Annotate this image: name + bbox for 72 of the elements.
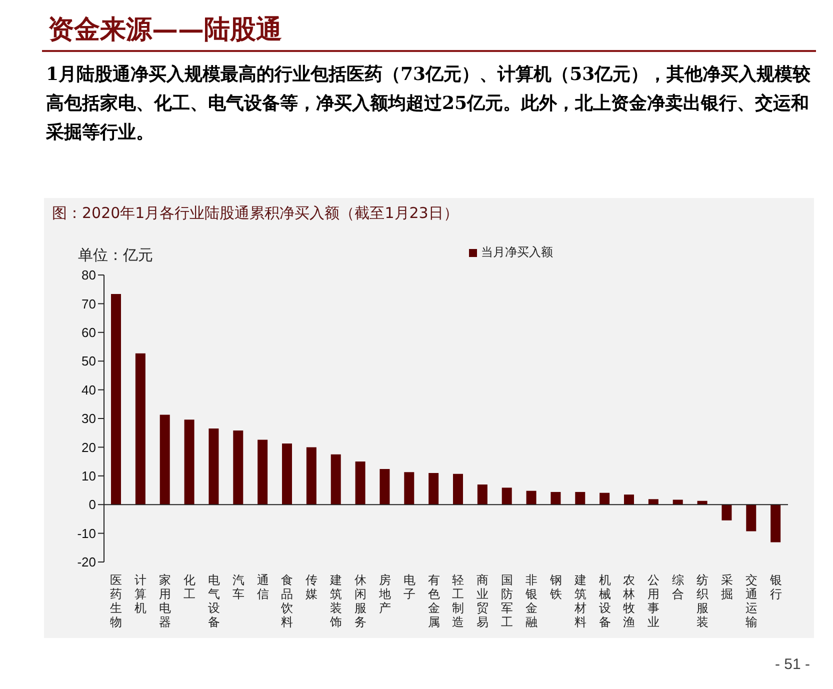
bar xyxy=(575,492,586,505)
bar xyxy=(404,472,414,505)
bar xyxy=(502,488,512,505)
x-tick-label: 建筑装饰 xyxy=(329,573,342,629)
x-tick-label: 休闲服务 xyxy=(354,573,366,629)
x-tick-label: 商业贸易 xyxy=(476,573,489,629)
bar xyxy=(428,473,439,505)
bar xyxy=(355,462,366,505)
y-tick-label: 60 xyxy=(82,325,96,340)
bar xyxy=(722,504,732,520)
y-tick-label: 10 xyxy=(82,468,96,484)
bar xyxy=(184,420,194,505)
bar xyxy=(258,440,268,505)
bar xyxy=(526,490,536,505)
text: - 51 - xyxy=(774,656,810,673)
bar xyxy=(330,454,341,505)
x-tick-label: 非银金融 xyxy=(524,573,538,629)
x-tick-label: 电子 xyxy=(403,573,416,601)
x-tick-label: 综合 xyxy=(672,573,684,601)
x-tick-label: 钢铁 xyxy=(548,573,562,601)
y-tick-label: 30 xyxy=(82,411,96,426)
x-tick-label: 计算机 xyxy=(134,573,147,615)
x-tick-label: 交通运输 xyxy=(745,573,758,629)
y-tick-label: 0 xyxy=(88,497,96,512)
y-tick-label: 40 xyxy=(82,382,96,398)
bar xyxy=(550,492,561,505)
x-tick-label: 家用电器 xyxy=(159,573,172,629)
x-tick-label: 通信 xyxy=(256,573,269,601)
x-tick-label: 化工 xyxy=(184,573,196,601)
y-tick-label: 20 xyxy=(82,440,96,455)
x-tick-label: 电气设备 xyxy=(208,573,220,629)
x-tick-label: 国防军工 xyxy=(501,573,514,629)
x-tick-label: 医药生物 xyxy=(110,573,122,629)
y-tick-label: -20 xyxy=(77,554,96,570)
x-tick-label: 纺织服装 xyxy=(696,573,708,629)
bar xyxy=(135,353,146,505)
chart-subtitle: 图：2020年1月各行业陆股通累积净买入额（截至1月23日） xyxy=(52,204,458,223)
bar xyxy=(160,414,170,505)
x-tick-label: 汽车 xyxy=(232,573,244,601)
y-tick-label: 80 xyxy=(82,268,96,283)
y-tick-label: 50 xyxy=(82,354,96,369)
bar xyxy=(233,430,244,505)
bar xyxy=(111,294,121,505)
bar xyxy=(600,492,610,505)
bar xyxy=(208,428,219,505)
bar xyxy=(672,500,683,505)
x-tick-label: 建筑材料 xyxy=(573,573,586,629)
y-tick-label: 70 xyxy=(82,296,96,312)
x-tick-label: 房地产 xyxy=(378,573,391,615)
x-tick-label: 机械设备 xyxy=(598,573,611,629)
bar xyxy=(453,474,463,505)
y-axis-title: 单位：亿元 xyxy=(78,246,153,265)
legend-label: 当月净买入额 xyxy=(481,245,553,259)
bar xyxy=(306,447,316,505)
x-tick-label: 轻工制造 xyxy=(452,573,464,629)
bar xyxy=(380,469,390,505)
x-tick-label: 银行 xyxy=(768,573,782,601)
text: 1月陆股通净买入规模最高的行业包括医药（73亿元）、计算机（53亿元），其他净买入规模较高包括家电、化工、电气设备等，净买入额均超过25亿元。此外，北上资金净卖出银行、交运和采掘等行业。 xyxy=(46,63,812,145)
x-tick-label: 公用事业 xyxy=(648,573,660,629)
x-tick-label: 食品饮料 xyxy=(280,573,294,629)
y-tick-label: -10 xyxy=(77,526,96,541)
bar xyxy=(282,443,292,505)
bar xyxy=(648,499,658,505)
x-tick-label: 传媒 xyxy=(306,573,318,601)
chart-title: 资金来源——陆股通 xyxy=(48,14,282,47)
x-tick-label: 采掘 xyxy=(720,573,733,601)
bar xyxy=(477,484,488,505)
bar xyxy=(746,504,756,532)
x-tick-label: 农林牧渔 xyxy=(622,573,636,629)
bar xyxy=(624,494,634,505)
x-tick-label: 有色金属 xyxy=(428,573,440,629)
bar xyxy=(770,504,781,542)
